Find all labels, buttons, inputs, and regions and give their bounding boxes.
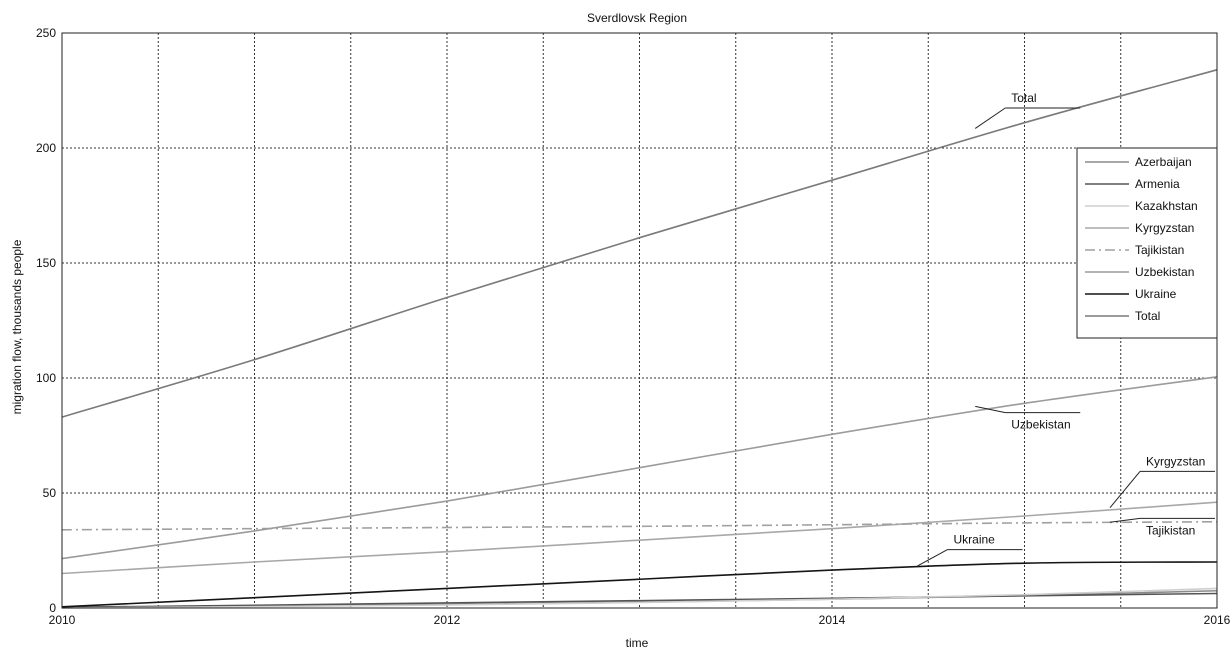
series-line-kazakhstan — [61, 587, 1218, 609]
chart-title: Sverdlovsk Region — [587, 11, 687, 25]
y-tick-label: 100 — [36, 371, 56, 385]
annotations: Total Uzbekistan Kyrgyzstan Tajikistan Ukrai… — [917, 91, 1215, 567]
x-tick-label: 2014 — [819, 613, 846, 627]
x-axis-label: time — [626, 636, 649, 650]
x-tick-label: 2010 — [49, 613, 76, 627]
y-tick-label: 200 — [36, 141, 56, 155]
legend-label: Armenia — [1135, 177, 1180, 191]
legend-label: Uzbekistan — [1135, 265, 1194, 279]
y-tick-label: 150 — [36, 256, 56, 270]
annotation-leader — [1109, 471, 1141, 509]
annotation-label: Total — [1011, 91, 1036, 105]
annotation-label: Kyrgyzstan — [1146, 454, 1205, 468]
x-tick-label: 2016 — [1204, 613, 1231, 627]
legend-box — [1076, 147, 1218, 339]
legend-label: Total — [1135, 309, 1160, 323]
legend-label: Ukraine — [1135, 287, 1177, 301]
ticks: 2010 2012 2014 2016 0 50 100 150 200 250 — [36, 26, 1231, 627]
series-line-tajikistan — [61, 520, 1218, 531]
legend-label: Kazakhstan — [1135, 199, 1198, 213]
annotation-leader — [1109, 517, 1141, 523]
y-axis-label: migration flow, thousands people — [10, 239, 24, 414]
annotation-leader — [975, 405, 1006, 414]
series-layer — [61, 69, 1218, 609]
annotation-label: Tajikistan — [1146, 523, 1195, 537]
series-line-armenia — [61, 592, 1218, 609]
legend-label: Tajikistan — [1135, 243, 1184, 257]
legend: Azerbaijan Armenia Kazakhstan Kyrgyzstan Taj… — [1076, 147, 1218, 339]
series-line-kyrgyzstan — [61, 501, 1218, 575]
y-tick-label: 50 — [43, 486, 57, 500]
annotation-label: Uzbekistan — [1011, 418, 1070, 432]
annotation-label: Ukraine — [954, 533, 996, 547]
x-tick-label: 2012 — [434, 613, 461, 627]
y-tick-label: 250 — [36, 26, 56, 40]
legend-label: Kyrgyzstan — [1135, 221, 1194, 235]
series-line-ukraine — [61, 561, 1218, 608]
annotation-leader — [974, 107, 1006, 129]
y-tick-label: 0 — [49, 601, 56, 615]
series-line-total — [61, 69, 1218, 418]
grid — [62, 33, 1217, 608]
legend-label: Azerbaijan — [1135, 155, 1192, 169]
annotation-leader — [917, 549, 948, 567]
series-line-uzbekistan — [61, 376, 1218, 560]
